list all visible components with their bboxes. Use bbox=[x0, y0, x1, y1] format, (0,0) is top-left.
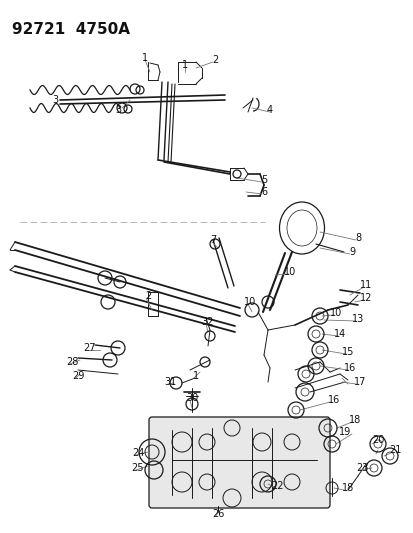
Text: 17: 17 bbox=[353, 377, 366, 387]
Text: 4: 4 bbox=[266, 105, 273, 115]
Text: 20: 20 bbox=[371, 435, 383, 445]
Text: 5: 5 bbox=[260, 175, 266, 185]
Text: 15: 15 bbox=[341, 347, 354, 357]
Text: 31: 31 bbox=[164, 377, 176, 387]
Text: 22: 22 bbox=[271, 481, 284, 491]
Text: 12: 12 bbox=[359, 293, 371, 303]
Text: 28: 28 bbox=[66, 357, 78, 367]
Text: 2: 2 bbox=[145, 291, 151, 301]
Text: 6: 6 bbox=[260, 187, 266, 197]
Text: 32: 32 bbox=[201, 317, 214, 327]
Text: 92721  4750A: 92721 4750A bbox=[12, 22, 130, 37]
Text: 13: 13 bbox=[351, 314, 363, 324]
Text: 8: 8 bbox=[354, 233, 360, 243]
Text: 1: 1 bbox=[181, 60, 188, 70]
Text: 16: 16 bbox=[343, 363, 355, 373]
Text: 29: 29 bbox=[71, 371, 84, 381]
Text: 27: 27 bbox=[83, 343, 96, 353]
Text: 7: 7 bbox=[209, 235, 216, 245]
Text: 1: 1 bbox=[142, 53, 148, 63]
Text: 10: 10 bbox=[329, 308, 341, 318]
Text: 3: 3 bbox=[115, 105, 121, 115]
Text: 3: 3 bbox=[52, 95, 58, 105]
Text: 10: 10 bbox=[243, 297, 256, 307]
Text: 26: 26 bbox=[211, 509, 224, 519]
Text: 18: 18 bbox=[348, 415, 360, 425]
Text: 25: 25 bbox=[131, 463, 144, 473]
Text: 30: 30 bbox=[185, 393, 198, 403]
Text: 1: 1 bbox=[192, 371, 199, 381]
Text: 23: 23 bbox=[355, 463, 367, 473]
Text: 19: 19 bbox=[338, 427, 350, 437]
Text: 14: 14 bbox=[333, 329, 345, 339]
Text: 21: 21 bbox=[388, 445, 400, 455]
Text: 11: 11 bbox=[359, 280, 371, 290]
Text: 2: 2 bbox=[211, 55, 218, 65]
Text: 10: 10 bbox=[283, 267, 295, 277]
Text: 18: 18 bbox=[341, 483, 353, 493]
Text: 9: 9 bbox=[348, 247, 354, 257]
Text: 24: 24 bbox=[131, 448, 144, 458]
Text: 16: 16 bbox=[327, 395, 339, 405]
FancyBboxPatch shape bbox=[149, 417, 329, 508]
